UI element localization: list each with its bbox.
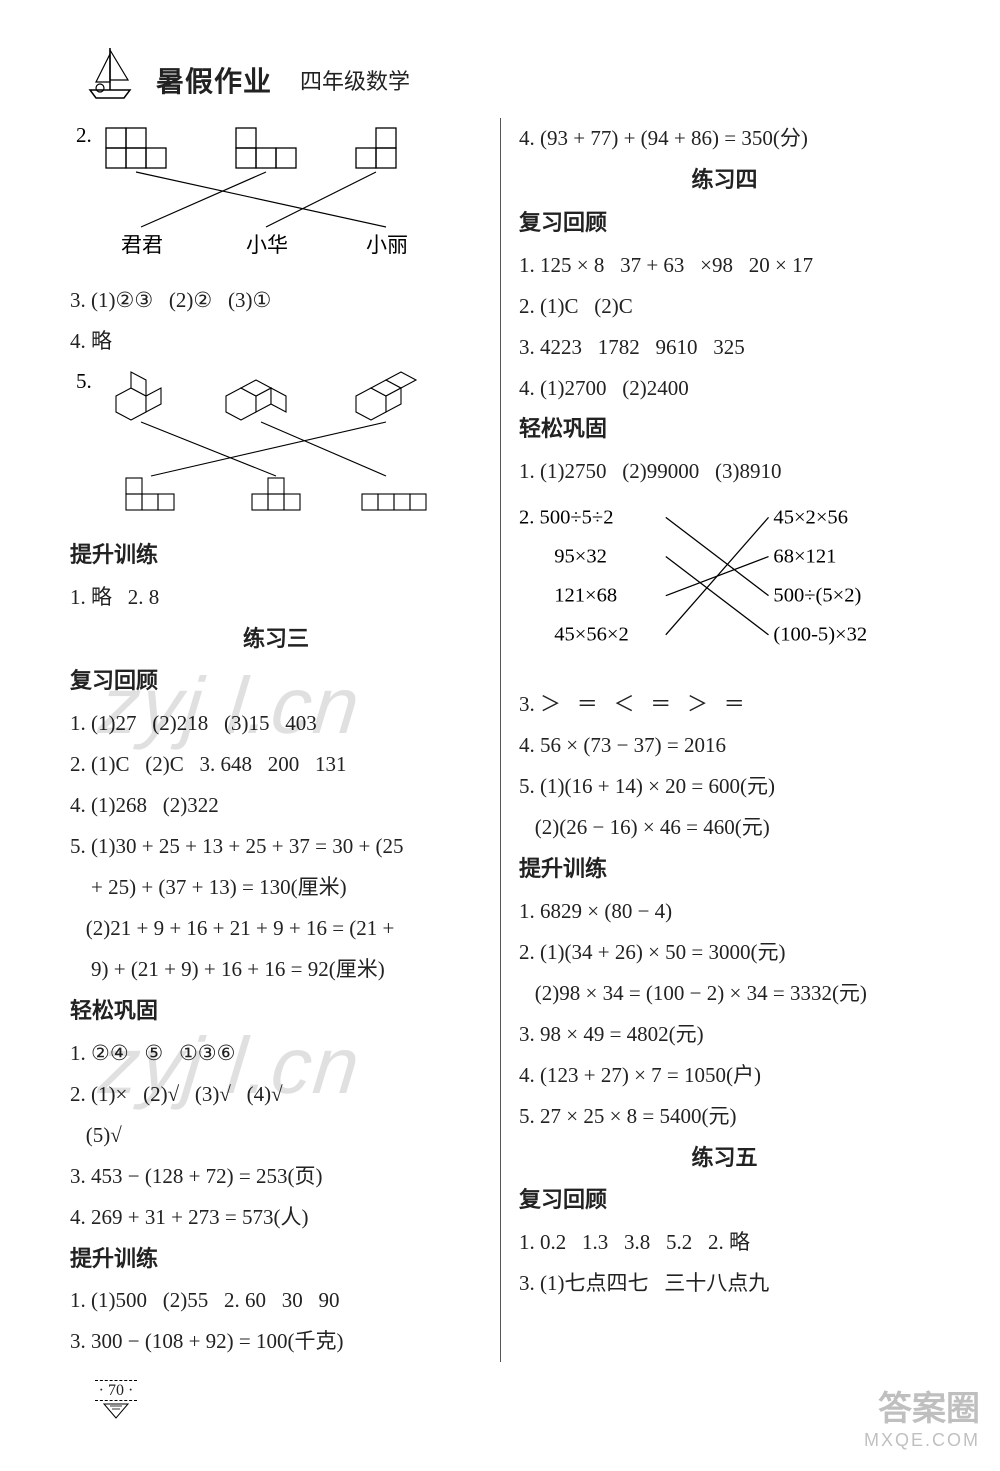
answer-line: 1. (1)2750 (2)99000 (3)8910 (519, 451, 930, 492)
answer-line: 4. 269 + 31 + 273 = 573(人) (70, 1197, 482, 1238)
answer-line: 3. 300 − (108 + 92) = 100(千克) (70, 1321, 482, 1362)
exercise-title: 练习四 (519, 159, 930, 202)
corner-watermark-url: MXQE.COM (864, 1430, 980, 1451)
match-right-3: 500÷(5×2) (773, 585, 861, 607)
answer-line: (2)98 × 34 = (100 − 2) × 34 = 3332(元) (519, 973, 930, 1014)
corner-watermark: 答案圈 MXQE.COM (864, 1381, 980, 1451)
answer-line: 3. ＞ ＝ ＜ ＝ ＞ ＝ (519, 684, 930, 725)
page-header: 暑假作业 四年级数学 (70, 40, 930, 100)
answer-line: 4. 略 (70, 321, 482, 362)
answer-line: (2)(26 − 16) × 46 = 460(元) (519, 807, 930, 848)
page: 暑假作业 四年级数学 2. (0, 0, 1000, 1471)
answer-line: 1. 略 2. 8 (70, 577, 482, 618)
page-subtitle: 四年级数学 (300, 64, 410, 100)
answer-line: 5. (1)30 + 25 + 13 + 25 + 37 = 30 + (25 (70, 826, 482, 867)
match-left-1: 2. 500÷5÷2 (519, 507, 613, 529)
answer-line: (2)21 + 9 + 16 + 21 + 9 + 16 = (21 + (70, 908, 482, 949)
answer-line: 4. 56 × (73 − 37) = 2016 (519, 725, 930, 766)
match-right-1: 45×2×56 (773, 507, 848, 529)
answer-line: 3. 453 − (128 + 72) = 253(页) (70, 1156, 482, 1197)
answer-line: 5. 27 × 25 × 8 = 5400(元) (519, 1096, 930, 1137)
section-heading: 提升训练 (519, 848, 930, 891)
corner-watermark-title: 答案圈 (864, 1381, 980, 1430)
answer-line: 2. (1)× (2)√ (3)√ (4)√ (70, 1074, 482, 1115)
q2-label-1: 君君 (121, 233, 163, 257)
answer-line: 3. 98 × 49 = 4802(元) (519, 1014, 930, 1055)
exercise-title: 练习五 (519, 1137, 930, 1180)
answer-line: 1. (1)27 (2)218 (3)15 403 (70, 703, 482, 744)
section-heading: 轻松巩固 (519, 408, 930, 451)
brand-title: 暑假作业 (156, 60, 272, 100)
answer-line: 4. (1)268 (2)322 (70, 785, 482, 826)
q5-cube-diagram: 5. (70, 366, 482, 516)
sailboat-logo-icon (80, 40, 140, 100)
q2-label-3: 小丽 (366, 233, 408, 257)
right-column: 4. (93 + 77) + (94 + 86) = 350(分) 练习四 复习… (500, 118, 930, 1362)
answer-line: 2. (1)C (2)C (519, 286, 930, 327)
page-ornament-icon (86, 1400, 146, 1420)
answer-line: 1. 125 × 8 37 + 63 ×98 20 × 17 (519, 245, 930, 286)
answer-line: (5)√ (70, 1115, 482, 1156)
answer-line: 1. (1)500 (2)55 2. 60 30 90 (70, 1280, 482, 1321)
match-right-2: 68×121 (773, 546, 836, 568)
section-heading: 复习回顾 (70, 660, 482, 703)
answer-line: 5. (1)(16 + 14) × 20 = 600(元) (519, 766, 930, 807)
q2-number: 2. (76, 123, 92, 147)
page-number-container: · 70 · (86, 1382, 146, 1425)
section-heading: 复习回顾 (519, 1179, 930, 1222)
match-right-4: (100-5)×32 (773, 624, 867, 646)
answer-line: 3. (1)②③ (2)② (3)① (70, 280, 482, 321)
section-heading: 提升训练 (70, 1238, 482, 1281)
answer-line: 1. 6829 × (80 − 4) (519, 891, 930, 932)
answer-line: 2. (1)C (2)C 3. 648 200 131 (70, 744, 482, 785)
answer-line: 9) + (21 + 9) + 16 + 16 = 92(厘米) (70, 949, 482, 990)
exercise-title: 练习三 (70, 618, 482, 661)
answer-line: 4. (123 + 27) × 7 = 1050(户) (519, 1055, 930, 1096)
answer-line: 3. (1)七点四七 三十八点九 (519, 1263, 930, 1304)
content-columns: 2. (70, 118, 930, 1362)
page-number: · 70 · (95, 1380, 138, 1401)
answer-line: 1. ②④ ⑤ ①③⑥ (70, 1033, 482, 1074)
answer-line: 4. (1)2700 (2)2400 (519, 368, 930, 409)
answer-line: 4. (93 + 77) + (94 + 86) = 350(分) (519, 118, 930, 159)
match-left-2: 95×32 (554, 546, 607, 568)
answer-line: + 25) + (37 + 13) = 130(厘米) (70, 867, 482, 908)
q2-label-2: 小华 (246, 233, 288, 257)
section-heading: 轻松巩固 (70, 990, 482, 1033)
match-left-3: 121×68 (554, 585, 617, 607)
left-column: 2. (70, 118, 500, 1362)
match-left-4: 45×56×2 (554, 624, 629, 646)
q5-number: 5. (76, 369, 92, 393)
answer-line: 1. 0.2 1.3 3.8 5.2 2. 略 (519, 1222, 930, 1263)
answer-line: 2. (1)(34 + 26) × 50 = 3000(元) (519, 932, 930, 973)
section-heading: 提升训练 (70, 534, 482, 577)
section-heading: 复习回顾 (519, 202, 930, 245)
answer-line: 3. 4223 1782 9610 325 (519, 327, 930, 368)
q2-matching-diagram: 2. (70, 122, 482, 262)
expression-matching-diagram: 2. 500÷5÷2 95×32 121×68 45×56×2 45×2×56 … (519, 496, 930, 666)
